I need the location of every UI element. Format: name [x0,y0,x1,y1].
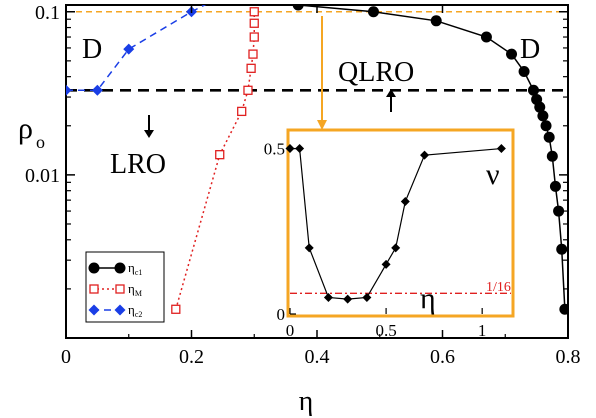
data-point-c1 [553,205,565,217]
inset-y-tick-label: 0.5 [264,140,285,159]
inset-data-point [381,259,391,269]
data-point-c1 [559,303,568,315]
data-point-c1 [480,31,492,43]
inset-data-point [304,243,314,253]
inset-y-tick-label: 0 [277,305,286,324]
inset-data-point [496,144,506,154]
inset-x-tick-label: 0.5 [375,321,396,340]
data-point-M [171,304,181,314]
x-tick-label: 0.4 [305,346,330,368]
inset-data-point [391,243,401,253]
x-tick-label: 0 [61,346,71,368]
legend-marker [115,284,125,294]
inset-data-point [285,144,295,154]
inset-frame [286,128,515,318]
data-point-c2 [91,84,103,96]
x-tick-label: 0.8 [556,346,581,368]
data-point-c2 [123,43,135,55]
data-point-c1 [546,150,558,162]
data-point-c1 [292,5,304,11]
inset-x-axis-title: η [420,282,436,315]
data-point-M [243,85,253,95]
inset-data-point [343,294,353,304]
legend-marker [88,304,100,316]
inset-x-tick-label: 0 [286,321,295,340]
inset-y-axis-title: ν [486,158,500,191]
data-point-c2 [211,0,222,4]
series-line-M [175,11,255,310]
data-point-c1 [537,110,549,122]
y-axis-title-rho: ρ [18,112,33,145]
region-label-lro: LRO [110,149,166,180]
region-label-qlro: QLRO [338,57,414,88]
axis-layer: 0 0.2 0.4 0.6 0.8 0.1 0.01 [25,2,581,368]
data-point-c2 [66,84,72,96]
data-point-c1 [506,48,518,60]
legend-marker [89,284,99,294]
region-label-d-left: D [82,34,102,65]
inset-arrow-head [317,120,327,130]
x-tick-label: 0.6 [430,346,455,368]
y-tick-label: 0.1 [35,2,60,24]
data-point-M [246,63,256,73]
series-M [171,7,259,314]
data-point-M [248,49,258,59]
data-point-c1 [367,6,379,18]
data-point-c1 [430,15,442,27]
data-point-c1 [540,120,552,132]
data-point-c1 [549,180,561,192]
inset-layer: 0 0.5 1 0 0.5 [264,140,511,340]
data-point-c1 [518,66,530,78]
data-point-c1 [527,84,539,96]
inset-data-point [323,292,333,302]
x-tick-label: 0.2 [179,346,204,368]
inset-data-point [362,292,372,302]
y-tick-label: 0.01 [25,165,60,187]
data-point-M [237,106,247,117]
lro-arrow-head [144,130,154,138]
legend-marker [114,304,126,316]
inset-data-point [400,196,410,206]
inset-reference-label: 1/16 [486,280,511,295]
inset-chart: 0 0.5 1 0 0.5 ν η 1/16 [264,128,515,340]
x-axis-title: η [299,386,314,417]
legend-marker [88,262,100,274]
data-point-M [249,7,259,17]
inset-data-point [295,144,305,154]
qlro-arrow-head [386,89,396,97]
data-point-M [249,18,259,28]
data-point-c1 [556,243,568,255]
data-point-c1 [534,101,546,113]
region-label-d-right: D [520,34,540,65]
series-c1 [292,5,568,315]
inset-data-point [420,150,430,160]
legend-marker [114,262,126,274]
y-axis-title-subscript: o [36,132,45,152]
data-point-c1 [543,131,555,143]
data-point-M [215,150,225,160]
data-point-M [249,32,259,42]
series-layer [66,0,568,315]
inset-x-tick-label: 1 [478,321,487,340]
